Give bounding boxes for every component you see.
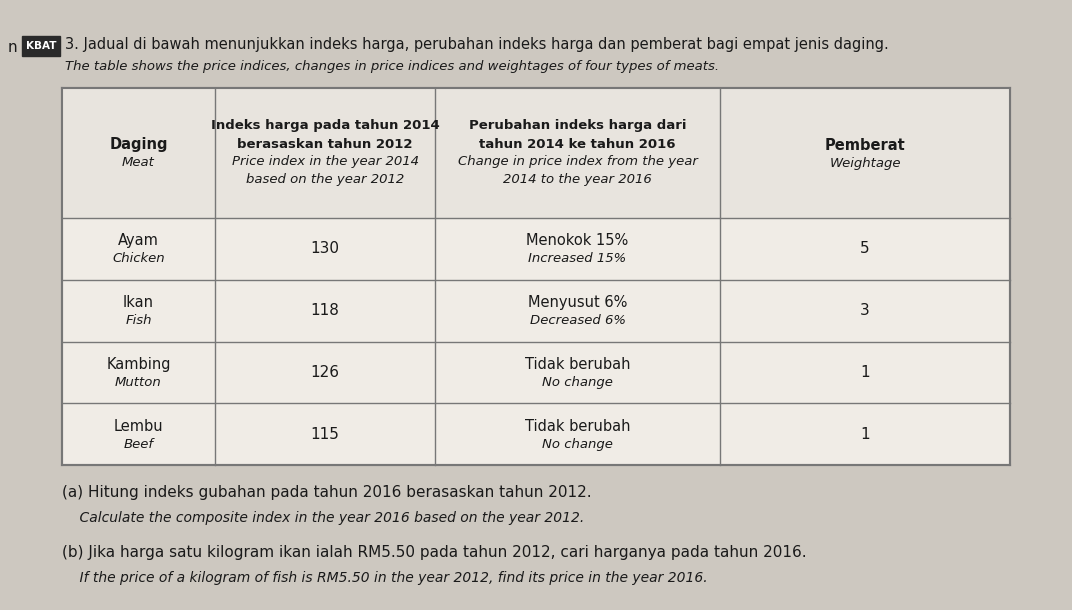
Text: 5: 5 [860, 242, 869, 256]
Text: Increased 15%: Increased 15% [528, 253, 627, 265]
Text: n: n [8, 40, 17, 56]
Text: 126: 126 [311, 365, 340, 380]
Text: (b) Jika harga satu kilogram ikan ialah RM5.50 pada tahun 2012, cari harganya pa: (b) Jika harga satu kilogram ikan ialah … [62, 545, 806, 560]
Text: 3. Jadual di bawah menunjukkan indeks harga, perubahan indeks harga dan pemberat: 3. Jadual di bawah menunjukkan indeks ha… [65, 37, 889, 52]
Text: 115: 115 [311, 426, 340, 442]
Text: 1: 1 [860, 426, 869, 442]
Text: Lembu: Lembu [114, 418, 163, 434]
Bar [23, 36, 60, 56]
Text: The table shows the price indices, changes in price indices and weightages of fo: The table shows the price indices, chang… [65, 60, 719, 73]
Text: Indeks harga pada tahun 2014: Indeks harga pada tahun 2014 [210, 120, 440, 132]
Text: based on the year 2012: based on the year 2012 [245, 173, 404, 187]
Bar [62, 88, 1010, 218]
Text: 118: 118 [311, 303, 340, 318]
Text: 2014 to the year 2016: 2014 to the year 2016 [503, 173, 652, 187]
Text: 130: 130 [311, 242, 340, 256]
Text: Tidak berubah: Tidak berubah [525, 418, 630, 434]
Text: Beef: Beef [123, 437, 153, 451]
Text: Decreased 6%: Decreased 6% [530, 314, 625, 327]
Text: 3: 3 [860, 303, 869, 318]
Text: Change in price index from the year: Change in price index from the year [458, 156, 698, 168]
Text: No change: No change [542, 376, 613, 389]
Text: Daging: Daging [109, 137, 167, 152]
Text: (a) Hitung indeks gubahan pada tahun 2016 berasaskan tahun 2012.: (a) Hitung indeks gubahan pada tahun 201… [62, 485, 592, 500]
Text: Menokok 15%: Menokok 15% [526, 234, 628, 248]
Text: Fish: Fish [125, 314, 152, 327]
Text: KBAT: KBAT [26, 41, 56, 51]
Text: berasaskan tahun 2012: berasaskan tahun 2012 [237, 137, 413, 151]
Text: tahun 2014 ke tahun 2016: tahun 2014 ke tahun 2016 [479, 137, 675, 151]
Text: Calculate the composite index in the year 2016 based on the year 2012.: Calculate the composite index in the yea… [62, 511, 584, 525]
Text: No change: No change [542, 437, 613, 451]
Text: Meat: Meat [122, 157, 155, 170]
Text: Ayam: Ayam [118, 234, 159, 248]
Text: If the price of a kilogram of fish is RM5.50 in the year 2012, find its price in: If the price of a kilogram of fish is RM… [62, 571, 708, 585]
Text: Menyusut 6%: Menyusut 6% [527, 295, 627, 310]
Text: Chicken: Chicken [113, 253, 165, 265]
Text: Pemberat: Pemberat [824, 137, 906, 152]
Text: Ikan: Ikan [123, 295, 154, 310]
Text: 1: 1 [860, 365, 869, 380]
Text: Price index in the year 2014: Price index in the year 2014 [232, 156, 418, 168]
Text: Tidak berubah: Tidak berubah [525, 357, 630, 372]
Bar [62, 88, 1010, 465]
Text: Kambing: Kambing [106, 357, 170, 372]
Text: Mutton: Mutton [115, 376, 162, 389]
Text: Perubahan indeks harga dari: Perubahan indeks harga dari [468, 120, 686, 132]
Text: Weightage: Weightage [830, 157, 900, 170]
